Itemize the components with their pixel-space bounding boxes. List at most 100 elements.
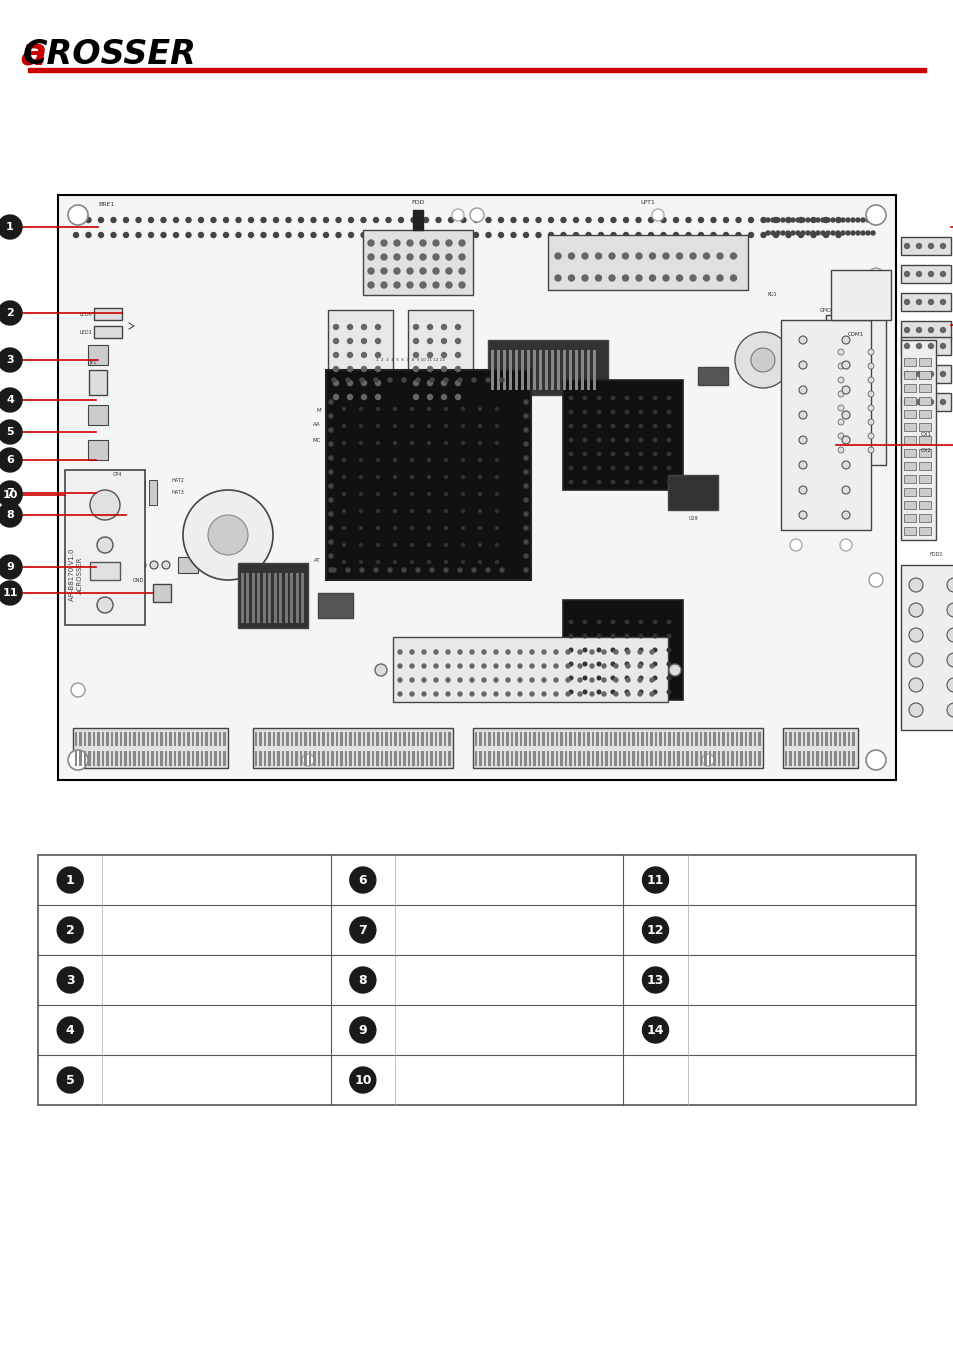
Bar <box>533 732 536 747</box>
Circle shape <box>380 282 387 288</box>
Text: BRE1: BRE1 <box>98 202 114 208</box>
Circle shape <box>868 269 882 282</box>
Circle shape <box>611 424 614 428</box>
Bar <box>562 379 682 490</box>
Bar <box>781 320 870 531</box>
Circle shape <box>710 217 716 223</box>
Circle shape <box>478 441 481 444</box>
Bar <box>38 855 915 1106</box>
Bar <box>309 751 312 765</box>
Circle shape <box>374 217 378 223</box>
Circle shape <box>837 350 843 355</box>
Circle shape <box>386 232 391 238</box>
Circle shape <box>541 693 545 697</box>
Bar <box>847 751 850 765</box>
Circle shape <box>427 394 432 400</box>
Bar <box>806 732 809 747</box>
Circle shape <box>822 217 827 223</box>
Circle shape <box>569 424 572 428</box>
Bar <box>309 732 312 747</box>
Circle shape <box>639 424 642 428</box>
Circle shape <box>375 324 380 329</box>
Circle shape <box>798 217 802 223</box>
Circle shape <box>565 693 569 697</box>
Circle shape <box>434 678 437 682</box>
Circle shape <box>359 475 362 478</box>
Bar <box>568 350 572 390</box>
Circle shape <box>485 232 491 238</box>
Bar <box>502 350 505 390</box>
Bar <box>782 728 857 768</box>
Bar <box>721 751 724 765</box>
Bar <box>524 751 526 765</box>
Bar <box>816 732 818 747</box>
Text: U19: U19 <box>687 516 697 521</box>
Text: 6: 6 <box>6 455 14 464</box>
Circle shape <box>376 441 379 444</box>
Text: 7: 7 <box>358 923 367 937</box>
Circle shape <box>940 300 944 305</box>
Bar <box>125 751 127 765</box>
Bar <box>178 751 181 765</box>
Circle shape <box>407 254 413 261</box>
Circle shape <box>903 271 908 277</box>
Bar <box>582 751 585 765</box>
Circle shape <box>495 408 498 410</box>
Circle shape <box>597 452 600 456</box>
Text: 13: 13 <box>646 973 663 987</box>
Circle shape <box>359 459 362 462</box>
Circle shape <box>478 475 481 478</box>
Circle shape <box>611 439 614 441</box>
Circle shape <box>0 448 22 472</box>
Text: 3: 3 <box>66 973 74 987</box>
Bar <box>681 751 684 765</box>
Circle shape <box>342 509 345 513</box>
Circle shape <box>702 275 709 281</box>
Circle shape <box>582 410 586 414</box>
Circle shape <box>582 452 586 456</box>
Bar <box>537 732 540 747</box>
Bar <box>672 751 675 765</box>
Bar <box>92 732 95 747</box>
Bar <box>196 751 199 765</box>
Bar <box>390 732 392 747</box>
Bar <box>376 732 378 747</box>
Bar <box>698 367 727 385</box>
Circle shape <box>329 400 333 404</box>
Circle shape <box>523 428 527 432</box>
Bar <box>129 732 132 747</box>
Circle shape <box>86 217 91 223</box>
Bar <box>609 732 612 747</box>
Circle shape <box>433 282 438 288</box>
Circle shape <box>837 433 843 439</box>
Circle shape <box>413 339 418 343</box>
Bar <box>349 732 352 747</box>
Circle shape <box>666 439 670 441</box>
Circle shape <box>498 217 503 223</box>
Bar <box>600 751 603 765</box>
Circle shape <box>799 386 806 394</box>
Circle shape <box>821 231 824 235</box>
Bar <box>192 751 194 765</box>
Circle shape <box>136 217 141 223</box>
Bar <box>903 358 915 366</box>
Circle shape <box>773 217 778 223</box>
Circle shape <box>638 664 641 668</box>
Bar <box>515 350 517 390</box>
Circle shape <box>346 378 350 382</box>
Circle shape <box>173 232 178 238</box>
Circle shape <box>423 217 428 223</box>
Circle shape <box>478 544 481 547</box>
Circle shape <box>805 217 809 221</box>
Circle shape <box>597 634 600 637</box>
Circle shape <box>111 232 116 238</box>
Circle shape <box>638 649 641 653</box>
Bar <box>556 732 558 747</box>
Circle shape <box>639 690 642 694</box>
Circle shape <box>208 514 248 555</box>
Circle shape <box>376 493 379 495</box>
Circle shape <box>505 678 510 682</box>
Circle shape <box>376 544 379 547</box>
Bar <box>317 593 353 618</box>
Text: 5: 5 <box>66 1073 74 1087</box>
